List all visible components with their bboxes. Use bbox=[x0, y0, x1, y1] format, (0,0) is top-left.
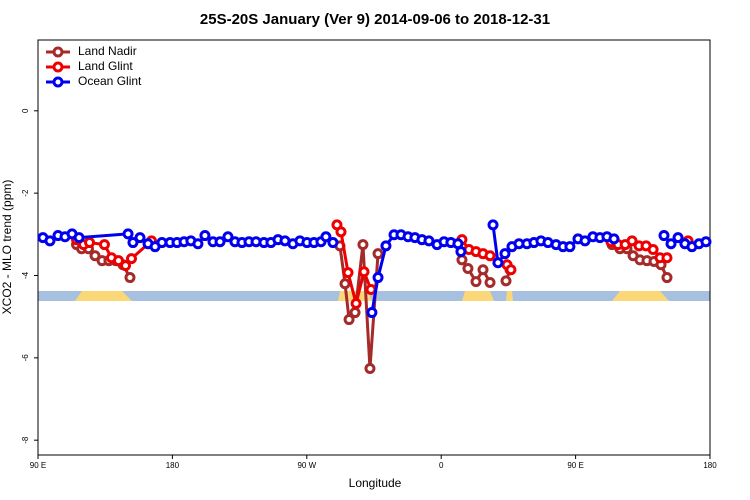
data-point bbox=[343, 314, 355, 326]
data-point bbox=[462, 262, 474, 274]
data-point bbox=[358, 266, 370, 278]
data-point bbox=[125, 253, 137, 265]
legend-label: Land Nadir bbox=[78, 44, 137, 58]
x-tick-label: 0 bbox=[439, 461, 444, 470]
data-point bbox=[665, 238, 677, 250]
data-point bbox=[700, 236, 712, 248]
y-tick-label: -2 bbox=[21, 189, 30, 197]
data-point bbox=[505, 264, 517, 276]
legend-label: Ocean Glint bbox=[78, 74, 142, 88]
data-point bbox=[658, 230, 670, 242]
data-point bbox=[564, 241, 576, 253]
data-point bbox=[335, 226, 347, 238]
data-point bbox=[122, 228, 134, 240]
data-point bbox=[579, 235, 591, 247]
legend-marker bbox=[52, 46, 64, 58]
data-point bbox=[320, 231, 332, 243]
data-point bbox=[372, 248, 384, 260]
data-point bbox=[661, 252, 673, 264]
data-point bbox=[477, 264, 489, 276]
data-point bbox=[364, 363, 376, 375]
data-point bbox=[661, 272, 673, 284]
data-point bbox=[124, 272, 136, 284]
data-point bbox=[455, 246, 467, 258]
data-point bbox=[672, 232, 684, 244]
data-point bbox=[73, 232, 85, 244]
data-point bbox=[342, 267, 354, 279]
data-point bbox=[380, 240, 392, 252]
data-point bbox=[120, 260, 132, 272]
data-point bbox=[484, 276, 496, 288]
x-tick-label: 90 W bbox=[297, 461, 316, 470]
y-axis-label: XCO2 - MLO trend (ppm) bbox=[0, 180, 14, 315]
y-tick-label: -4 bbox=[21, 271, 30, 279]
data-point bbox=[349, 307, 361, 319]
data-point bbox=[500, 275, 512, 287]
data-point bbox=[127, 237, 139, 249]
data-point bbox=[350, 297, 362, 309]
data-point bbox=[366, 307, 378, 319]
data-point bbox=[134, 232, 146, 244]
x-tick-label: 180 bbox=[166, 461, 180, 470]
data-point bbox=[484, 250, 496, 262]
data-point bbox=[214, 236, 226, 248]
y-tick-label: 0 bbox=[21, 108, 30, 113]
data-point bbox=[357, 239, 369, 251]
legend-label: Land Glint bbox=[78, 59, 133, 73]
x-tick-label: 180 bbox=[703, 461, 717, 470]
data-point bbox=[222, 231, 234, 243]
x-tick-label: 90 E bbox=[30, 461, 46, 470]
y-tick-label: -8 bbox=[21, 436, 30, 444]
data-point bbox=[89, 250, 101, 262]
data-point bbox=[84, 237, 96, 249]
x-axis-label: Longitude bbox=[349, 476, 402, 490]
legend-marker bbox=[52, 76, 64, 88]
x-tick-label: 90 E bbox=[567, 461, 583, 470]
data-point bbox=[44, 235, 56, 247]
data-point bbox=[456, 254, 468, 266]
chart-title: 25S-20S January (Ver 9) 2014-09-06 to 20… bbox=[200, 11, 550, 28]
data-point bbox=[192, 238, 204, 250]
data-point bbox=[365, 283, 377, 295]
data-point bbox=[199, 230, 211, 242]
data-point bbox=[112, 255, 124, 267]
data-point bbox=[372, 272, 384, 284]
data-point bbox=[608, 233, 620, 245]
plot-frame bbox=[37, 39, 711, 456]
data-point bbox=[339, 278, 351, 290]
legend-marker bbox=[52, 61, 64, 73]
data-point bbox=[98, 239, 110, 251]
data-point bbox=[492, 257, 504, 269]
data-point bbox=[327, 237, 339, 249]
data-point bbox=[487, 219, 499, 231]
data-point bbox=[499, 248, 511, 260]
y-tick-label: -6 bbox=[21, 354, 30, 362]
data-point bbox=[647, 244, 659, 256]
data-point bbox=[470, 276, 482, 288]
data-point bbox=[626, 235, 638, 247]
